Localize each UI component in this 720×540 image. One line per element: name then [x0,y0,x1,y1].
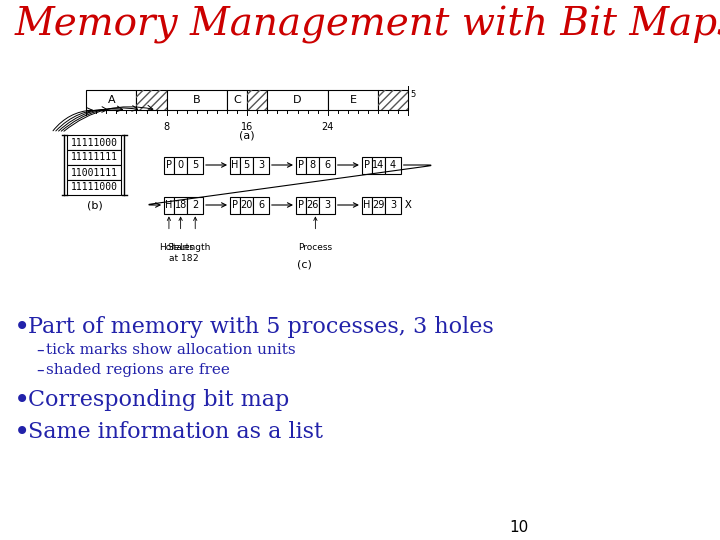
Text: •: • [14,386,30,414]
Text: 5: 5 [243,160,250,170]
Text: 18: 18 [174,200,186,210]
Text: 14: 14 [372,160,384,170]
Bar [240,157,253,173]
Text: 6: 6 [258,200,264,210]
Text: 5: 5 [410,90,415,99]
Text: Same information as a list: Same information as a list [29,421,323,443]
Text: (a): (a) [240,130,255,140]
Text: •: • [14,313,30,341]
Bar [319,157,335,173]
Bar [86,90,137,110]
Text: 3: 3 [324,200,330,210]
Text: 5: 5 [192,160,198,170]
Text: 11111111: 11111111 [71,152,118,163]
Text: 16: 16 [241,122,253,132]
Bar [137,90,167,110]
Bar [164,157,174,173]
Text: 8: 8 [163,122,170,132]
Text: Hole: Hole [158,244,179,253]
Text: 29: 29 [372,200,384,210]
Text: H: H [363,200,370,210]
Bar [247,90,267,110]
Text: tick marks show allocation units: tick marks show allocation units [47,343,296,357]
Text: 2: 2 [192,200,198,210]
Text: H: H [231,160,238,170]
Text: H: H [166,200,173,210]
Bar [328,90,378,110]
Text: D: D [293,95,302,105]
Text: 11111000: 11111000 [71,183,118,192]
Text: P: P [298,160,304,170]
Bar [372,197,385,213]
Text: 24: 24 [322,122,334,132]
Bar [164,197,174,213]
Bar [372,157,385,173]
Text: (c): (c) [297,260,312,269]
Bar [230,197,240,213]
Text: P: P [298,200,304,210]
Text: 0: 0 [178,160,184,170]
Text: A: A [107,95,115,105]
Text: X: X [405,200,412,210]
Bar [174,197,187,213]
Bar [378,90,408,110]
Bar [385,157,401,173]
Bar [306,157,319,173]
Text: (b): (b) [86,200,102,210]
Text: E: E [349,95,356,105]
Text: 20: 20 [240,200,253,210]
Text: Part of memory with 5 processes, 3 holes: Part of memory with 5 processes, 3 holes [29,316,494,338]
Bar [68,135,122,150]
Text: Length
2: Length 2 [179,244,211,263]
Text: –: – [36,362,44,377]
Text: 8: 8 [310,160,315,170]
Bar [296,157,306,173]
Bar [253,197,269,213]
Text: 3: 3 [258,160,264,170]
Text: P: P [364,160,369,170]
Bar [68,180,122,195]
Bar [68,150,122,165]
Text: 3: 3 [390,200,396,210]
Bar [362,197,372,213]
Bar [174,157,187,173]
Bar [253,157,269,173]
Text: P: P [232,200,238,210]
Bar [267,90,328,110]
Text: Starts
at 18: Starts at 18 [167,244,194,263]
Bar [306,197,319,213]
Text: 11001111: 11001111 [71,167,118,178]
Text: 26: 26 [306,200,319,210]
Text: C: C [233,95,241,105]
Bar [296,197,306,213]
Bar [167,90,227,110]
Text: Process: Process [298,244,333,253]
Text: •: • [14,418,30,446]
Bar [362,157,372,173]
Bar [137,90,167,110]
Bar [247,90,267,110]
Text: B: B [193,95,201,105]
Bar [227,90,247,110]
Bar [378,90,408,110]
Text: Memory Management with Bit Maps: Memory Management with Bit Maps [15,6,720,44]
Bar [319,197,335,213]
Bar [68,165,122,180]
Text: 10: 10 [509,521,528,536]
Text: 4: 4 [390,160,396,170]
Text: 11111000: 11111000 [71,138,118,147]
Text: –: – [36,342,44,357]
Bar [187,157,203,173]
Bar [230,157,240,173]
Bar [240,197,253,213]
Text: Corresponding bit map: Corresponding bit map [29,389,289,411]
Bar [385,197,401,213]
Text: P: P [166,160,172,170]
Bar [187,197,203,213]
Text: shaded regions are free: shaded regions are free [47,363,230,377]
Text: 6: 6 [324,160,330,170]
